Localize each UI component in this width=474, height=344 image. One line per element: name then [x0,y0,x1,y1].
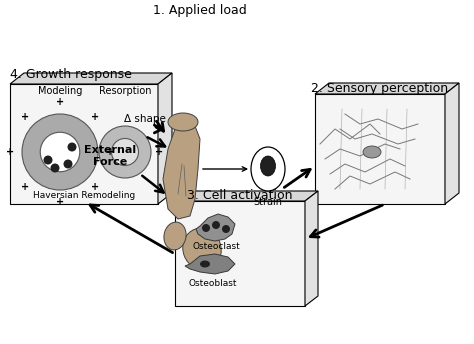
Polygon shape [445,83,459,204]
Text: Resorption: Resorption [99,86,151,96]
Text: Osteoclast: Osteoclast [192,242,240,251]
Ellipse shape [168,113,198,131]
Text: +: + [155,147,163,157]
Text: External
Force: External Force [84,145,136,167]
Text: +: + [56,197,64,207]
Ellipse shape [164,222,186,250]
Text: +: + [106,147,114,157]
Ellipse shape [363,146,381,158]
Circle shape [40,132,80,172]
Circle shape [222,225,230,233]
Polygon shape [175,201,305,306]
Circle shape [67,142,76,151]
Circle shape [44,155,53,164]
Circle shape [22,114,98,190]
Text: Haversian Remodeling: Haversian Remodeling [33,191,135,200]
Polygon shape [315,83,459,94]
Circle shape [51,163,60,172]
Text: 2. Sensory perception: 2. Sensory perception [311,82,448,95]
Text: Δ shape: Δ shape [124,114,166,124]
Circle shape [64,160,73,169]
Polygon shape [10,73,172,84]
Text: +: + [91,182,100,192]
Text: Osteoblast: Osteoblast [189,279,237,288]
Ellipse shape [200,260,210,268]
Polygon shape [10,84,158,204]
Circle shape [202,224,210,232]
Text: 1. Applied load: 1. Applied load [153,4,247,17]
Circle shape [212,221,220,229]
Circle shape [99,126,151,178]
Ellipse shape [251,147,285,191]
Ellipse shape [261,156,275,176]
Text: Strain: Strain [254,197,283,207]
Text: 3. Cell activation: 3. Cell activation [187,189,293,202]
Text: +: + [6,147,14,157]
Polygon shape [158,73,172,204]
Polygon shape [175,191,318,201]
Polygon shape [305,191,318,306]
Ellipse shape [183,228,221,270]
Text: +: + [91,112,100,122]
Circle shape [111,139,138,165]
Text: +: + [56,97,64,107]
Text: Modeling: Modeling [38,86,82,96]
Text: +: + [20,182,29,192]
Text: +: + [20,112,29,122]
Text: 4. Growth response: 4. Growth response [10,67,132,80]
Polygon shape [163,124,200,219]
Polygon shape [185,254,235,274]
Polygon shape [196,214,235,241]
Polygon shape [315,94,445,204]
